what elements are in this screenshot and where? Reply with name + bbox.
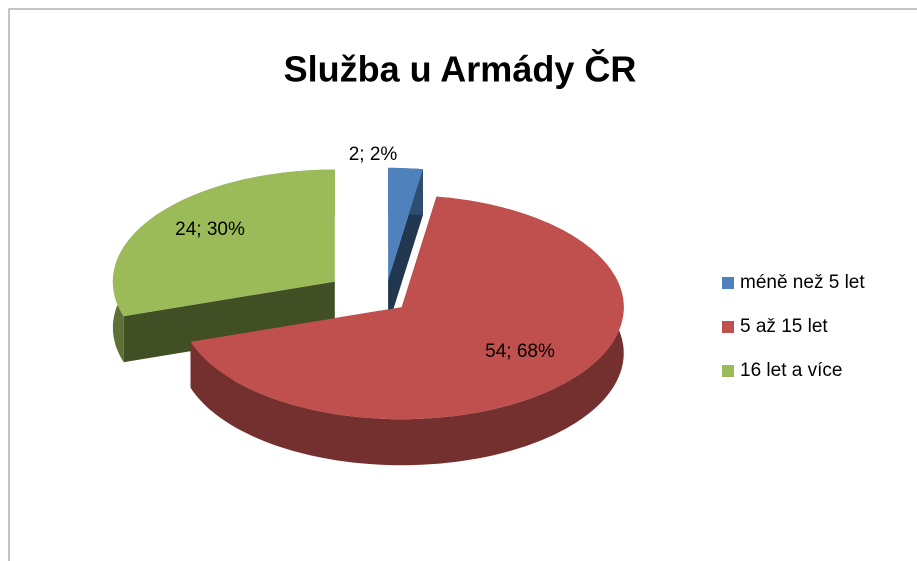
legend-label: méně než 5 let (740, 272, 865, 293)
legend: méně než 5 let 5 až 15 let 16 let a více (722, 272, 865, 381)
legend-label: 16 let a více (740, 360, 842, 381)
slice (388, 167, 423, 280)
legend-swatch (722, 365, 734, 377)
data-label: 2; 2% (349, 144, 398, 165)
slice (112, 169, 335, 317)
slice-cut-face (123, 281, 335, 363)
legend-swatch (722, 321, 734, 333)
legend-swatch (722, 277, 734, 289)
legend-label: 5 až 15 let (740, 316, 828, 337)
slice (190, 196, 624, 420)
chart-title: Služba u Armády ČR (284, 48, 637, 90)
data-label: 24; 30% (175, 219, 245, 240)
data-label: 54; 68% (485, 341, 555, 362)
pie (112, 167, 624, 466)
